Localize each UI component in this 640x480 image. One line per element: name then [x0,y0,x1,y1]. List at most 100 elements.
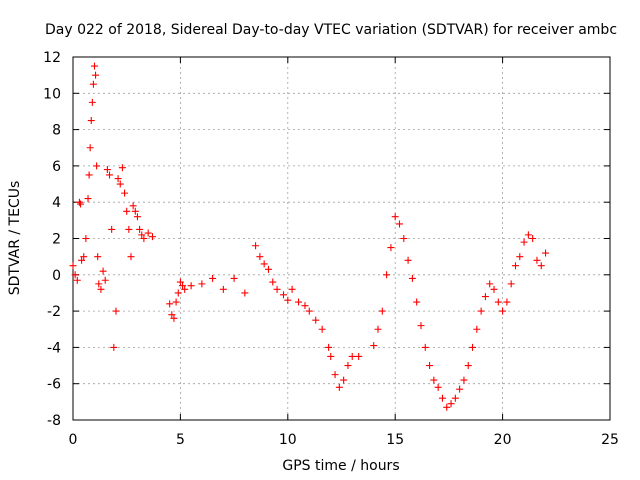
data-point [230,274,238,282]
data-point [129,202,137,210]
data-point [404,256,412,264]
data-point [170,314,178,322]
data-point [112,307,120,315]
data-point [77,200,85,208]
y-tick-label: -6 [47,377,61,393]
data-point [121,189,129,197]
data-point [438,394,446,402]
y-tick-label: 0 [52,268,61,284]
data-point [494,298,502,306]
data-point [421,343,429,351]
data-point [387,244,395,252]
data-point [344,362,352,370]
data-point [93,162,101,170]
data-point [75,198,83,206]
data-point [370,342,378,350]
data-point [529,235,537,242]
data-point [391,213,399,221]
data-point [125,225,133,233]
data-point [417,322,425,330]
data-point [426,362,434,370]
data-point [127,253,135,261]
data-point [269,278,277,286]
data-point [460,376,468,384]
data-point [312,316,320,324]
data-point [88,98,96,106]
data-point [209,274,217,282]
data-points [69,62,550,411]
data-point [181,285,189,293]
data-point [273,285,281,293]
y-tick-label: -8 [47,413,61,429]
data-point [148,233,156,241]
data-point [94,253,102,261]
data-point [101,276,109,284]
data-point [383,271,391,279]
data-point [469,343,477,351]
data-point [241,289,249,297]
data-point [288,285,296,293]
data-point [507,280,515,288]
data-point [280,291,288,299]
data-point [464,362,472,370]
data-point [174,289,182,297]
x-tick-label: 10 [279,432,297,448]
data-point [87,117,95,125]
data-point [138,231,146,239]
data-point [198,280,206,288]
data-point [490,285,498,293]
data-point [116,180,124,188]
data-point [481,293,489,301]
data-point [520,238,528,246]
x-tick-label: 0 [69,432,78,448]
data-point [499,307,507,315]
data-point [69,262,77,270]
x-tick-label: 25 [601,432,619,448]
data-point [434,383,442,391]
data-point [524,231,532,239]
data-point [533,256,541,264]
data-point [413,298,421,306]
data-point [97,285,105,293]
data-point [542,249,550,257]
data-point [85,171,93,179]
data-point [106,171,114,179]
data-point [80,253,88,261]
data-point [114,175,122,183]
data-point [176,278,184,286]
data-point [82,235,90,242]
data-point [136,225,144,233]
data-point [187,282,195,290]
data-point [73,276,81,284]
data-point [92,71,100,79]
data-point [103,166,111,174]
data-point [179,282,187,290]
data-point [378,307,386,315]
data-point [477,307,485,315]
data-point [451,394,459,402]
x-tick-labels: 0 5 10 15 20 25 [69,432,619,448]
data-point [89,80,97,88]
data-point [447,400,455,408]
y-tick-label: 10 [43,86,61,102]
data-point [256,253,264,261]
y-tick-label: 8 [52,123,61,139]
data-point [340,376,348,384]
chart-title: Day 022 of 2018, Sidereal Day-to-day VTE… [45,22,617,38]
data-point [99,267,107,275]
y-tick-label: 4 [52,195,61,211]
data-point [348,352,356,360]
data-point [71,271,79,279]
y-tick-labels: -8 -6 -4 -2 0 2 4 6 8 10 12 [43,50,61,429]
data-point [95,280,103,288]
data-point [252,242,260,250]
data-point [325,343,333,351]
y-tick-label: -4 [47,340,61,356]
data-point [133,213,141,221]
data-point [131,207,139,215]
data-point [84,195,92,203]
data-point [284,296,292,304]
data-point [305,307,313,315]
data-point [318,325,326,333]
data-point [90,62,98,70]
